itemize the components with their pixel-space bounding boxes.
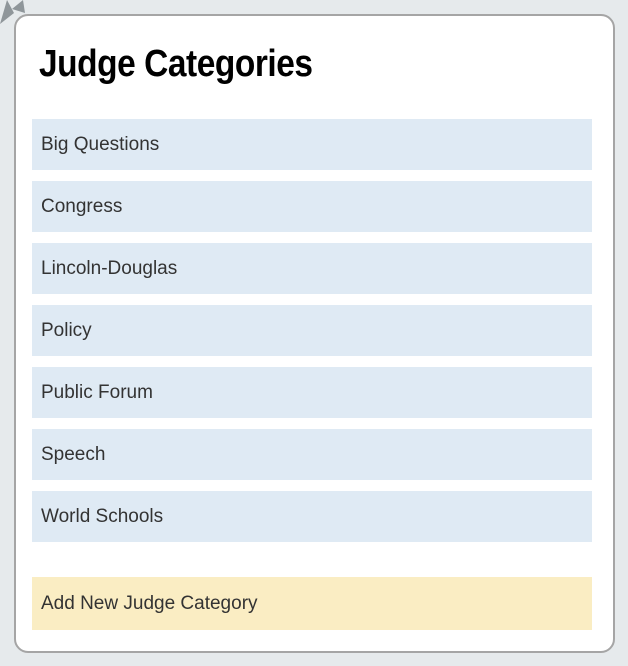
add-new-judge-category-button[interactable]: Add New Judge Category [32, 577, 592, 630]
category-row-public-forum[interactable]: Public Forum [32, 367, 592, 418]
judge-categories-panel: Judge Categories Big Questions Congress … [14, 14, 615, 653]
category-row-policy[interactable]: Policy [32, 305, 592, 356]
category-row-congress[interactable]: Congress [32, 181, 592, 232]
category-row-world-schools[interactable]: World Schools [32, 491, 592, 542]
panel-title: Judge Categories [39, 43, 313, 85]
category-row-big-questions[interactable]: Big Questions [32, 119, 592, 170]
category-row-speech[interactable]: Speech [32, 429, 592, 480]
category-row-lincoln-douglas[interactable]: Lincoln-Douglas [32, 243, 592, 294]
